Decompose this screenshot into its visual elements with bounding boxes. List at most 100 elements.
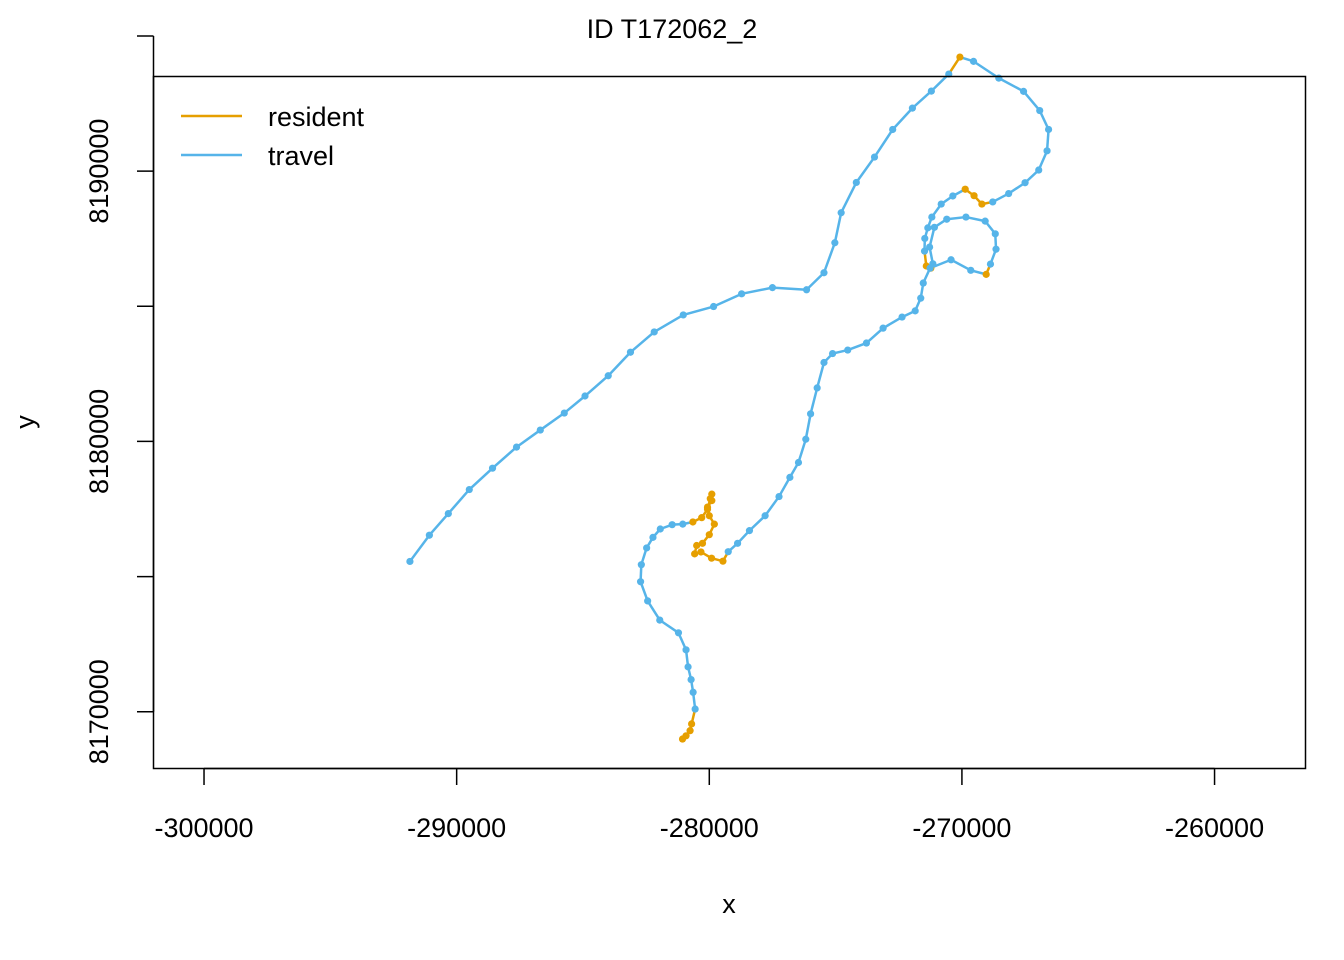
- track-segment: [809, 387, 819, 415]
- track-segment: [653, 313, 684, 334]
- track-segment: [950, 258, 972, 272]
- track-point-travel: [949, 192, 957, 200]
- track-point-travel: [679, 520, 687, 528]
- track-point-travel: [844, 346, 852, 354]
- track-segment: [972, 60, 1000, 80]
- track-segment: [840, 181, 858, 214]
- track-point-travel: [794, 458, 803, 467]
- track-point-travel: [738, 290, 746, 298]
- track-point-travel: [761, 512, 769, 520]
- track-segment: [804, 413, 812, 440]
- track-point-travel: [656, 616, 664, 624]
- track-point-travel: [560, 409, 568, 417]
- track-point-travel: [889, 125, 897, 134]
- track-segment: [1022, 90, 1041, 112]
- track-point-travel: [813, 384, 821, 392]
- track-point-resident: [719, 557, 727, 565]
- track-point-travel: [649, 533, 657, 541]
- track-segment: [777, 476, 791, 498]
- track-segments: [408, 55, 1050, 740]
- track-point-travel: [650, 328, 658, 336]
- track-point-travel: [930, 223, 938, 231]
- track-segment: [764, 495, 781, 517]
- track-segment: [408, 534, 431, 563]
- track-point-travel: [745, 527, 754, 535]
- track-point-travel: [1005, 189, 1013, 198]
- track-point-resident: [710, 520, 718, 528]
- track-point-resident: [698, 539, 707, 547]
- track-point-travel: [989, 198, 997, 206]
- track-point-travel: [1044, 125, 1053, 134]
- track-points: [406, 53, 1053, 743]
- track-point-travel: [920, 247, 929, 255]
- track-segment: [428, 512, 450, 537]
- track-point-travel: [917, 294, 925, 302]
- track-point-travel: [820, 358, 828, 367]
- track-segment: [713, 292, 743, 308]
- track-point-travel: [536, 426, 544, 434]
- track-point-travel: [724, 548, 732, 556]
- track-point-resident: [688, 720, 696, 728]
- track-point-travel: [643, 544, 651, 552]
- track-point-travel: [709, 302, 718, 311]
- legend-label-resident: resident: [268, 102, 365, 132]
- track-segment: [911, 90, 933, 110]
- track-point-travel: [691, 705, 699, 713]
- track-point-travel: [1019, 87, 1028, 95]
- track-segment: [646, 600, 661, 621]
- track-segment: [865, 327, 884, 344]
- track-point-travel: [962, 213, 970, 221]
- track-point-resident: [678, 735, 687, 743]
- track-point-travel: [687, 675, 695, 684]
- track-point-travel: [967, 266, 975, 274]
- track-point-travel: [488, 464, 497, 472]
- chart-title: ID T172062_2: [587, 14, 758, 44]
- track-point-travel: [786, 473, 794, 481]
- track-point-travel: [862, 339, 871, 347]
- track-point-travel: [656, 525, 664, 533]
- track-segment: [468, 467, 494, 491]
- track-segment: [882, 315, 903, 330]
- track-point-travel: [943, 215, 951, 223]
- track-segment: [539, 412, 566, 432]
- track-segment: [833, 212, 843, 243]
- x-tick-label: -260000: [1165, 813, 1264, 843]
- track-point-travel: [947, 256, 955, 264]
- track-point-resident: [970, 192, 978, 200]
- track-point-travel: [879, 324, 887, 332]
- x-tick-label: -300000: [154, 813, 253, 843]
- track-point-travel: [679, 311, 687, 319]
- track-segment: [584, 374, 610, 397]
- track-point-travel: [986, 260, 995, 268]
- track-segment: [815, 362, 826, 389]
- track-point-travel: [668, 521, 676, 529]
- track-point-travel: [928, 213, 936, 221]
- x-tick-label: -290000: [407, 813, 506, 843]
- track-point-travel: [444, 509, 452, 518]
- track-point-travel: [921, 234, 929, 243]
- track-point-travel: [991, 230, 999, 238]
- track-point-resident: [705, 512, 713, 520]
- track-point-resident: [703, 505, 712, 513]
- track-segment: [447, 488, 471, 515]
- track-point-travel: [870, 153, 879, 161]
- track-point-travel: [926, 264, 934, 272]
- track-point-travel: [937, 200, 945, 208]
- track-segment: [659, 619, 680, 634]
- track-point-travel: [1036, 106, 1044, 115]
- track-point-travel: [604, 372, 612, 380]
- track-point-travel: [802, 435, 810, 443]
- track-segment: [873, 128, 894, 158]
- track-point-resident: [686, 727, 694, 735]
- track-point-travel: [925, 243, 934, 251]
- track-point-travel: [674, 629, 683, 637]
- track-point-travel: [768, 284, 777, 292]
- track-segment: [563, 395, 586, 415]
- track-point-travel: [995, 74, 1003, 82]
- x-tick-label: -270000: [912, 813, 1011, 843]
- x-axis-label: x: [722, 889, 736, 919]
- x-tick-label: -280000: [660, 813, 759, 843]
- track-point-travel: [802, 286, 811, 294]
- track-point-travel: [1035, 166, 1043, 174]
- track-point-travel: [682, 646, 690, 654]
